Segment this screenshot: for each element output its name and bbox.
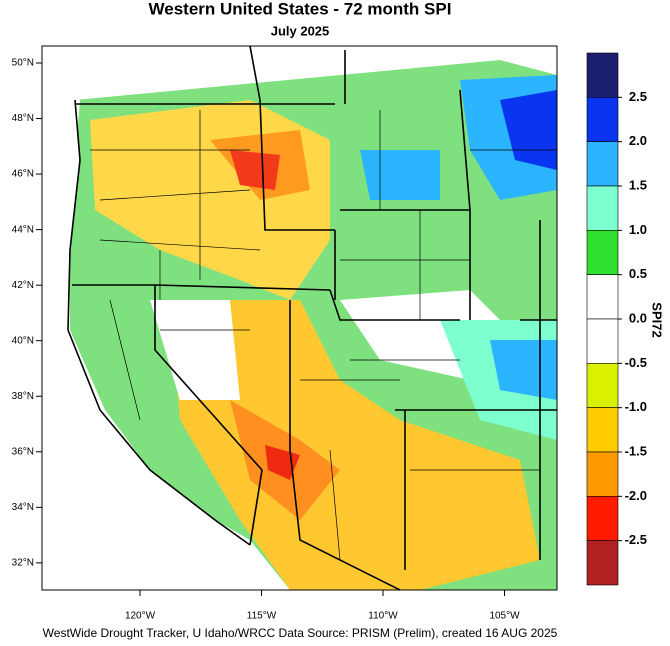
map: [42, 46, 557, 590]
colorbar-tick-label: 1.0: [629, 222, 647, 237]
map-frame: [41, 45, 558, 591]
lat-tick-label: 40°N: [12, 335, 34, 346]
lon-tick-label: 115°W: [247, 611, 277, 622]
subtitle: July 2025: [271, 23, 330, 38]
colorbar-segment: [586, 230, 619, 275]
lat-tick-label: 38°N: [12, 391, 34, 402]
colorbar-segment: [586, 141, 619, 187]
colorbar-tick-label: 1.5: [629, 177, 647, 192]
colorbar-tick-label: -2.0: [625, 488, 647, 503]
colorbar-title: SPI72: [650, 302, 665, 337]
title: Western United States - 72 month SPI: [149, 0, 452, 18]
colorbar-segment: [586, 363, 619, 408]
colorbar-segment: [586, 52, 619, 98]
lat-tick-label: 34°N: [12, 502, 34, 513]
colorbar-segment: [586, 185, 619, 231]
colorbar-tick-label: 0.0: [629, 310, 647, 325]
colorbar-segment: [586, 318, 619, 364]
colorbar-tick-label: -1.5: [625, 443, 647, 458]
colorbar-tick-label: 2.0: [629, 133, 647, 148]
lat-tick-label: 46°N: [12, 169, 34, 180]
colorbar-segment: [586, 407, 619, 453]
colorbar-segment: [586, 540, 619, 586]
colorbar-tick-label: -1.0: [625, 399, 647, 414]
lat-tick-label: 32°N: [12, 558, 34, 569]
footer: WestWide Drought Tracker, U Idaho/WRCC D…: [43, 626, 558, 640]
lon-tick-label: 120°W: [125, 611, 156, 622]
colorbar-segment: [586, 496, 619, 541]
lat-tick-label: 50°N: [12, 58, 34, 69]
colorbar-segment: [586, 451, 619, 497]
colorbar-tick-label: 2.5: [629, 89, 647, 104]
lon-tick-label: 110°W: [368, 611, 398, 622]
colorbar-tick-label: -2.5: [625, 532, 647, 547]
colorbar-tick-label: 0.5: [629, 266, 647, 281]
colorbar-segment: [586, 97, 619, 142]
lat-tick-label: 42°N: [12, 280, 34, 291]
colorbar-tick-label: -0.5: [625, 355, 647, 370]
lon-tick-label: 105°W: [489, 611, 520, 622]
lat-tick-label: 36°N: [12, 446, 34, 457]
lat-tick-label: 44°N: [12, 224, 34, 235]
lat-tick-label: 48°N: [12, 113, 34, 124]
colorbar-segment: [586, 274, 619, 320]
